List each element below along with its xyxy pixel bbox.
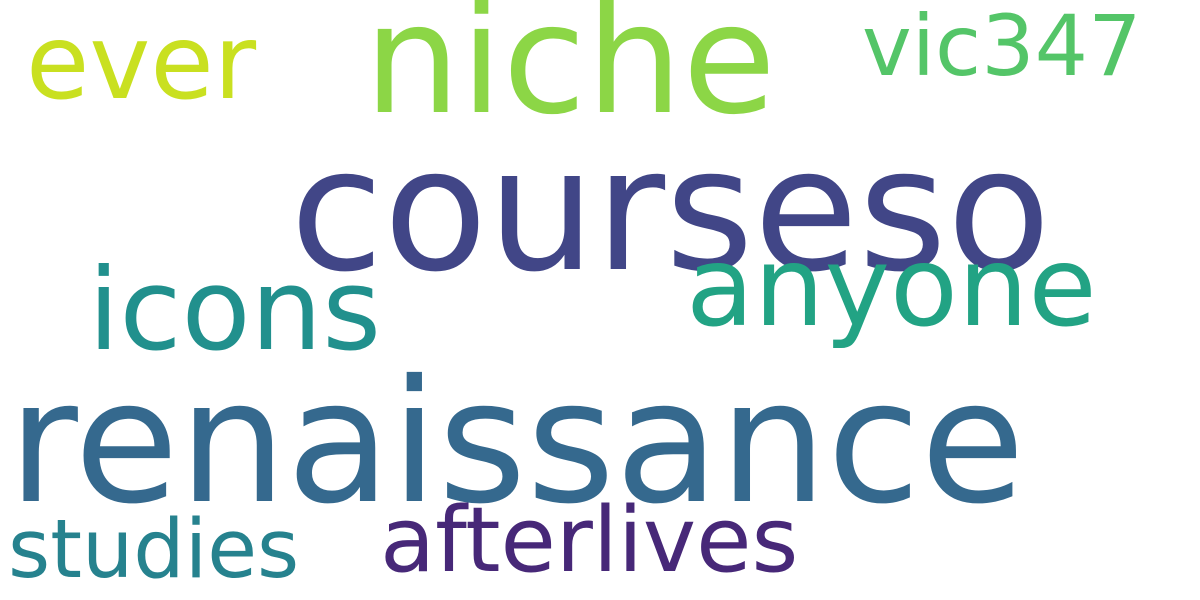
word-studies: studies	[8, 503, 300, 597]
word-afterlives: afterlives	[380, 488, 799, 593]
word-anyone: anyone	[686, 223, 1097, 352]
word-niche: niche	[364, 0, 776, 148]
word-courseso: courseso	[290, 112, 1051, 310]
word-renaissance: renaissance	[8, 344, 1026, 542]
word-icons: icons	[88, 244, 382, 376]
word-ever: ever	[26, 3, 257, 123]
word-vic347: vic347	[862, 0, 1142, 95]
